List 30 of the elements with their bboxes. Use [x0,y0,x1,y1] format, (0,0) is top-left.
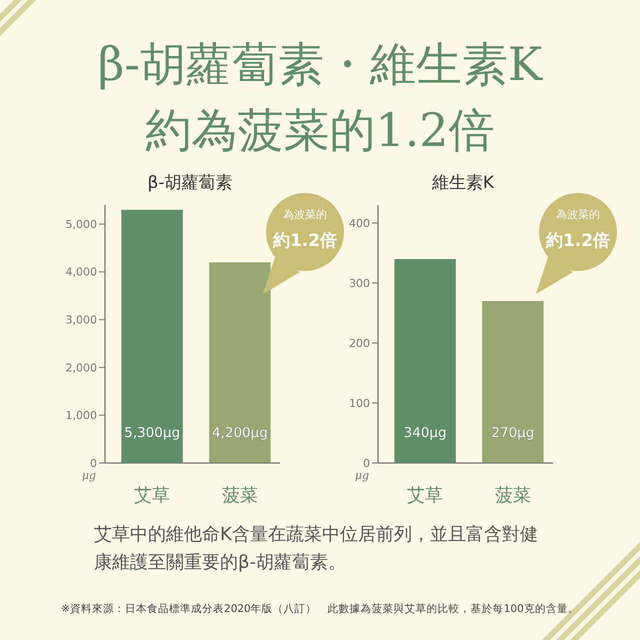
annotation: 約1.2倍 [272,231,338,251]
x-tick-label: 菠菜 [494,485,531,506]
text: β-胡蘿蔔素・維生素K 約為菠菜的1.2倍 [98,37,544,157]
y-tick-label: 5,000 [66,218,97,231]
x-tick-label: 艾草 [134,485,170,506]
y-tick-label: 400 [349,216,370,230]
y-tick-label: 2,000 [66,361,97,374]
annotation: 約1.2倍 [544,231,610,251]
chart-title: 維生素K [430,173,495,193]
y-tick-label: 100 [349,396,370,410]
chart-title: β-胡蘿蔔素 [148,173,232,193]
text: ※資料來源：日本食品標準成分表2020年版（八訂） 此數據為菠菜與艾草的比較，基於每100克的含量。 [61,602,579,615]
text: 為波菜的 [283,208,327,221]
text: 為波菜的 [556,208,600,221]
y-tick-label: 300 [349,276,370,290]
y-tick-label: 3,000 [66,314,97,327]
x-tick-label: 艾草 [407,485,444,506]
y-axis-title: μg [82,469,96,482]
text: 艾草中的維他命K含量在蔬菜中位居前列，並且富含對健康維護至關重要的β-胡蘿蔔素。 [94,524,538,573]
y-tick-label: 0 [90,456,97,470]
data-label: 5,300μg [124,425,180,441]
y-tick-label: 1,000 [66,409,97,422]
data-label: 4,200μg [212,425,268,441]
data-label: 270μg [491,425,534,441]
y-tick-label: 0 [363,456,370,470]
y-tick-label: 200 [349,336,370,350]
y-axis-title: μg [354,469,370,482]
y-tick-label: 4,000 [66,266,97,279]
data-label: 340μg [404,425,447,441]
x-tick-label: 菠菜 [222,485,258,506]
